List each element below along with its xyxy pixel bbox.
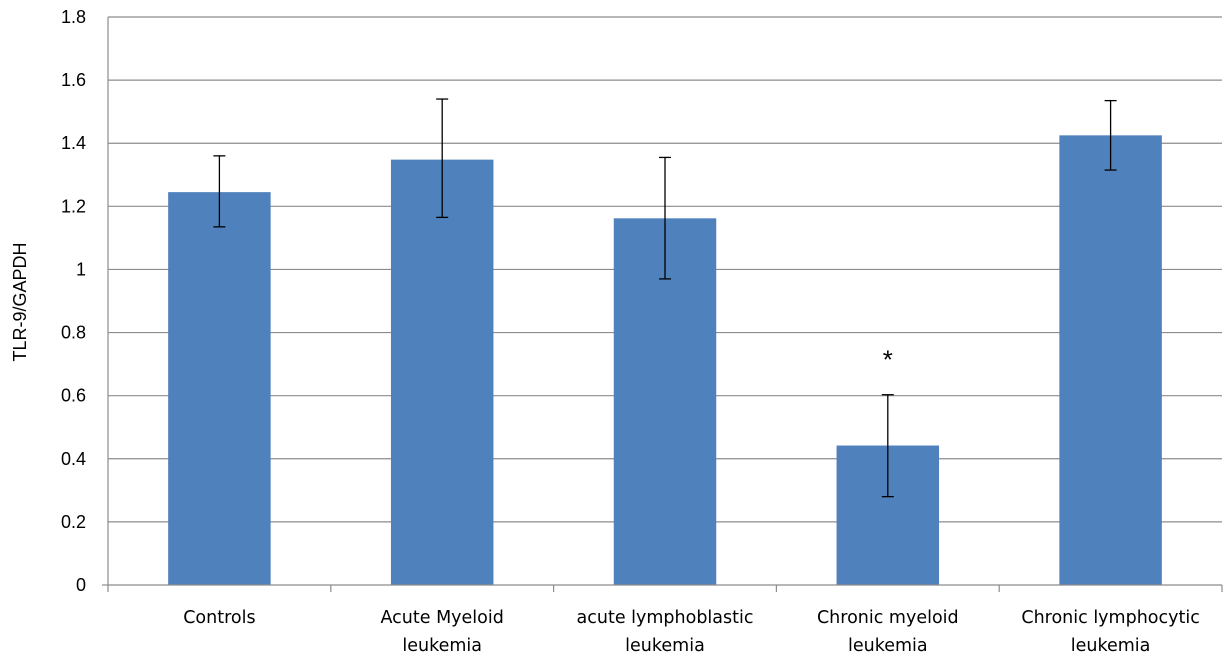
y-tick-label: 1.4	[61, 133, 86, 153]
axes	[102, 17, 1223, 592]
annotations: *	[883, 344, 893, 374]
x-category-label: leukemia	[625, 636, 705, 656]
y-tick-label: 0.6	[61, 386, 86, 406]
x-category-label: Chronic myeloid	[817, 608, 959, 628]
x-category-label: Acute Myeloid	[381, 608, 504, 628]
y-axis-label: TLR-9/GAPDH	[10, 242, 30, 361]
bar	[1059, 135, 1162, 586]
y-tick-label: 0.2	[61, 512, 86, 532]
x-category-label: Chronic lymphocytic	[1021, 608, 1199, 628]
x-category-label: Controls	[183, 608, 255, 628]
x-category-label: leukemia	[848, 636, 928, 656]
y-tick-label: 1.6	[61, 70, 86, 90]
x-category-label: leukemia	[1071, 636, 1151, 656]
x-category-label: leukemia	[402, 636, 482, 656]
y-tick-label: 1	[76, 259, 86, 279]
y-tick-label: 1.2	[61, 196, 86, 216]
bars	[168, 135, 1162, 586]
y-tick-label: 0.8	[61, 323, 86, 343]
y-tick-label: 0	[76, 575, 86, 595]
y-tick-label: 1.8	[61, 7, 86, 27]
y-tick-labels: 0 0.2 0.4 0.6 0.8 1 1.2 1.4 1.6 1.8	[61, 7, 86, 595]
bar	[168, 192, 271, 585]
significance-asterisk: *	[883, 344, 893, 374]
bar	[390, 159, 494, 585]
error-bars	[213, 98, 1117, 498]
x-category-labels: Controls Acute Myeloid leukemia acute lymph…	[183, 608, 1200, 656]
y-tick-label: 0.4	[61, 449, 86, 469]
x-category-label: acute lymphoblastic	[577, 608, 754, 628]
